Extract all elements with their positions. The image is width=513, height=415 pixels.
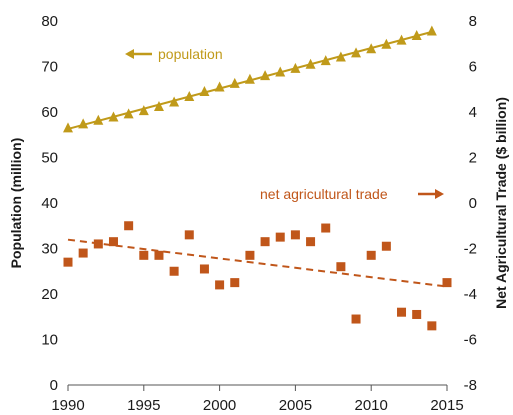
- population-point: [169, 96, 180, 107]
- left-y-tick-label: 60: [41, 104, 58, 121]
- trade-point: [139, 250, 149, 260]
- population-point: [184, 91, 195, 102]
- trade-point: [154, 250, 164, 260]
- right-y-tick-label: 6: [469, 59, 477, 76]
- left-y-tick-label: 0: [50, 377, 58, 394]
- population-point: [214, 81, 225, 92]
- right-y-tick-label: 4: [469, 104, 477, 121]
- left-y-tick-label: 10: [41, 332, 58, 349]
- right-axis-title: Net Agricultural Trade ($ billion): [493, 97, 509, 309]
- left-y-tick-label: 40: [41, 195, 58, 212]
- right-y-tick-label: -4: [464, 286, 477, 303]
- trade-trendline: [67, 238, 448, 288]
- trade-point: [215, 280, 225, 290]
- trade-point: [442, 278, 452, 288]
- population-point: [305, 58, 316, 69]
- left-y-tick-label: 30: [41, 241, 58, 258]
- trade-arrow-icon: [435, 189, 444, 199]
- left-axis-title: Population (million): [8, 138, 24, 269]
- trade-point: [169, 266, 179, 276]
- trade-point: [412, 309, 422, 319]
- left-y-tick-label: 50: [41, 150, 58, 167]
- data-marks-layer: [63, 25, 452, 331]
- trade-point: [366, 250, 376, 260]
- population-point: [123, 108, 134, 119]
- population-point: [381, 38, 392, 49]
- population-point: [426, 25, 437, 36]
- right-y-tick-label: -8: [464, 377, 477, 394]
- trade-point: [93, 239, 103, 249]
- trade-point: [336, 262, 346, 272]
- x-tick-label: 1995: [127, 397, 160, 414]
- right-y-tick-label: -2: [464, 241, 477, 258]
- population-point: [351, 47, 362, 58]
- left-y-tick-label: 20: [41, 286, 58, 303]
- population-annotation-label: population: [158, 46, 223, 62]
- trade-point: [260, 237, 270, 247]
- population-point: [396, 34, 407, 45]
- x-tick-label: 2010: [355, 397, 388, 414]
- annotations-layer: population net agricultural trade: [125, 46, 444, 202]
- right-y-tick-label: 8: [469, 13, 477, 30]
- trade-point: [184, 230, 194, 240]
- trade-point: [199, 264, 209, 274]
- trade-point: [124, 221, 134, 231]
- trade-point: [351, 314, 361, 324]
- population-point: [260, 70, 271, 81]
- trade-point: [245, 250, 255, 260]
- x-tick-label: 2015: [430, 397, 463, 414]
- x-tick-label: 1990: [51, 397, 84, 414]
- population-point: [108, 111, 119, 122]
- trade-point: [78, 248, 88, 258]
- population-point: [93, 114, 104, 125]
- trade-point: [63, 257, 73, 267]
- population-point: [335, 51, 346, 62]
- x-tick-label: 2000: [203, 397, 236, 414]
- population-point: [63, 122, 73, 133]
- population-point: [229, 77, 240, 88]
- trade-point: [397, 307, 407, 317]
- population-point: [138, 105, 149, 116]
- population-arrow-icon: [125, 49, 134, 59]
- trade-point: [381, 241, 391, 251]
- population-point: [320, 55, 331, 66]
- trade-point: [427, 321, 437, 331]
- x-tick-label: 2005: [279, 397, 312, 414]
- population-point: [244, 73, 255, 84]
- trade-annotation-label: net agricultural trade: [260, 186, 388, 202]
- right-y-tick-label: 0: [469, 195, 477, 212]
- axes-layer: 1990 1995 2000 2005 2010 20150102030405060708…: [41, 13, 477, 414]
- population-point: [411, 30, 422, 41]
- trade-point: [290, 230, 300, 240]
- trade-point: [306, 237, 316, 247]
- trade-point: [230, 278, 240, 288]
- population-point: [153, 101, 164, 112]
- left-y-tick-label: 70: [41, 59, 58, 76]
- trade-point: [275, 232, 285, 242]
- population-point: [78, 118, 89, 129]
- population-point: [275, 66, 286, 77]
- population-point: [290, 62, 301, 73]
- right-y-tick-label: 2: [469, 150, 477, 167]
- left-y-tick-label: 80: [41, 13, 58, 30]
- population-point: [366, 43, 377, 54]
- right-y-tick-label: -6: [464, 332, 477, 349]
- trade-point: [108, 237, 118, 247]
- population-point: [199, 86, 210, 97]
- trade-point: [321, 223, 331, 233]
